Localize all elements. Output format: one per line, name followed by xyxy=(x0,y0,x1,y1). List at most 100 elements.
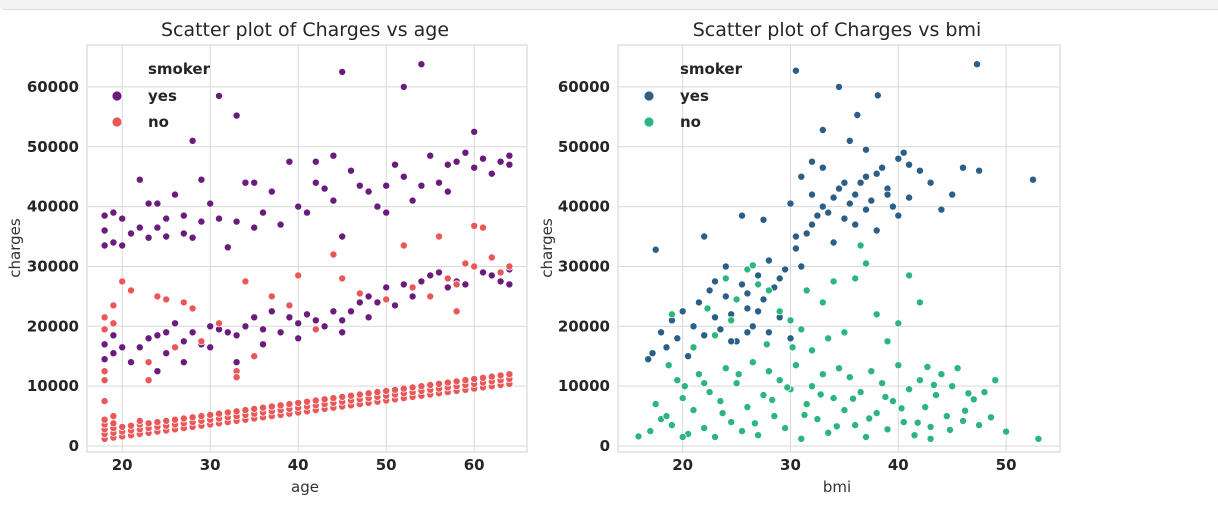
data-point-yes xyxy=(179,358,188,367)
data-point-yes xyxy=(470,163,479,172)
data-point-yes xyxy=(818,126,827,135)
chart-title: Scatter plot of Charges vs bmi xyxy=(693,19,982,41)
y-tick-label: 40000 xyxy=(27,198,79,216)
data-point-no xyxy=(320,395,329,404)
data-point-no xyxy=(127,286,136,295)
data-point-yes xyxy=(888,202,897,211)
data-point-no xyxy=(872,310,881,319)
data-point-no xyxy=(813,415,822,424)
data-point-no xyxy=(294,398,303,407)
data-point-no xyxy=(899,418,908,427)
data-point-yes xyxy=(797,172,806,181)
data-point-no xyxy=(382,386,391,395)
x-tick-label: 50 xyxy=(996,456,1017,474)
data-point-no xyxy=(678,432,687,441)
data-point-yes xyxy=(853,111,862,120)
data-point-no xyxy=(364,389,373,398)
data-point-yes xyxy=(786,199,795,208)
data-point-yes xyxy=(373,298,382,307)
data-point-no xyxy=(727,418,736,427)
data-point-yes xyxy=(373,202,382,211)
data-point-no xyxy=(250,404,259,413)
data-point-yes xyxy=(878,163,887,172)
data-point-yes xyxy=(258,325,267,334)
data-point-no xyxy=(824,334,833,343)
data-point-no xyxy=(232,407,241,416)
data-point-yes xyxy=(162,349,171,358)
data-point-no xyxy=(883,425,892,434)
data-point-yes xyxy=(355,298,364,307)
data-point-yes xyxy=(505,160,514,169)
data-point-yes xyxy=(443,283,452,292)
data-point-yes xyxy=(338,328,347,337)
data-point-no xyxy=(214,319,223,328)
data-point-yes xyxy=(883,190,892,199)
data-point-no xyxy=(214,409,223,418)
data-point-no xyxy=(923,362,932,371)
data-point-yes xyxy=(873,91,882,100)
data-point-yes xyxy=(754,307,763,316)
data-point-no xyxy=(355,390,364,399)
data-point-yes xyxy=(791,66,800,75)
data-point-no xyxy=(700,424,709,433)
data-point-no xyxy=(832,422,841,431)
data-point-no xyxy=(926,434,935,443)
data-point-no xyxy=(921,403,930,412)
x-tick-label: 50 xyxy=(376,456,397,474)
data-point-yes xyxy=(851,190,860,199)
data-point-yes xyxy=(329,151,338,160)
data-point-yes xyxy=(705,286,714,295)
y-tick-label: 60000 xyxy=(27,78,79,96)
data-point-no xyxy=(743,403,752,412)
data-point-yes xyxy=(461,280,470,289)
legend-label-yes: yes xyxy=(680,87,709,105)
data-point-yes xyxy=(727,337,736,346)
data-point-no xyxy=(144,358,153,367)
data-point-yes xyxy=(294,319,303,328)
scatter-chart-bmi: 20 30 40 500100002000030000400005000060000 … xyxy=(538,19,1061,496)
data-point-no xyxy=(705,388,714,397)
data-point-no xyxy=(505,262,514,271)
data-point-no xyxy=(382,295,391,304)
data-point-yes xyxy=(673,334,682,343)
data-point-yes xyxy=(845,199,854,208)
data-point-yes xyxy=(250,223,259,232)
data-point-no xyxy=(807,382,816,391)
data-point-yes xyxy=(764,328,773,337)
data-point-no xyxy=(764,367,773,376)
data-point-yes xyxy=(311,157,320,166)
y-tick-label: 20000 xyxy=(558,317,610,335)
x-tick-label: 40 xyxy=(288,456,309,474)
data-point-no xyxy=(206,410,215,419)
data-point-no xyxy=(162,416,171,425)
data-point-no xyxy=(153,292,162,301)
y-tick-label: 50000 xyxy=(558,138,610,156)
data-point-yes xyxy=(127,229,136,238)
data-point-yes xyxy=(644,355,653,364)
y-axis-label: charges xyxy=(538,218,556,278)
data-point-no xyxy=(144,419,153,428)
data-point-no xyxy=(241,406,250,415)
data-point-yes xyxy=(700,331,709,340)
data-point-no xyxy=(800,410,809,419)
data-point-yes xyxy=(775,274,784,283)
data-point-yes xyxy=(505,280,514,289)
tick-labels: 20 30 40 50 0 10000 20000 30000 40000 50000 60000 xyxy=(558,78,1017,474)
data-point-yes xyxy=(657,328,666,337)
data-point-no xyxy=(241,277,250,286)
data-point-yes xyxy=(232,358,241,367)
data-point-no xyxy=(197,337,206,346)
data-point-yes xyxy=(948,190,957,199)
data-point-yes xyxy=(294,334,303,343)
data-point-yes xyxy=(797,262,806,271)
data-point-yes xyxy=(320,322,329,331)
data-point-yes xyxy=(179,211,188,220)
data-point-no xyxy=(478,223,487,232)
data-point-no xyxy=(913,418,922,427)
data-point-yes xyxy=(759,215,768,224)
legend-title: smoker xyxy=(680,60,743,78)
data-point-no xyxy=(786,316,795,325)
data-point-no xyxy=(748,261,757,270)
data-point-yes xyxy=(109,331,118,340)
data-point-no xyxy=(824,428,833,437)
